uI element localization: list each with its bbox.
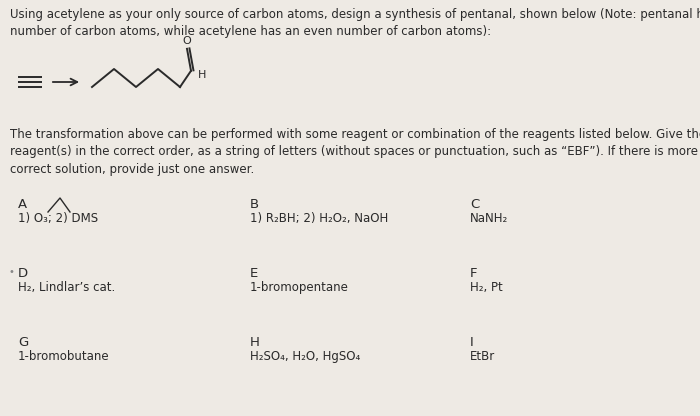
Text: I: I — [470, 336, 474, 349]
Text: H: H — [250, 336, 260, 349]
Text: D: D — [18, 267, 28, 280]
Text: B: B — [250, 198, 259, 211]
Text: •: • — [8, 267, 14, 277]
Text: 1-bromopentane: 1-bromopentane — [250, 281, 349, 294]
Text: NaNH₂: NaNH₂ — [470, 212, 508, 225]
Text: EtBr: EtBr — [470, 350, 496, 363]
Text: Using acetylene as your only source of carbon atoms, design a synthesis of penta: Using acetylene as your only source of c… — [10, 8, 700, 39]
Text: O: O — [183, 36, 191, 46]
Text: 1-bromobutane: 1-bromobutane — [18, 350, 110, 363]
Text: 1) R₂BH; 2) H₂O₂, NaOH: 1) R₂BH; 2) H₂O₂, NaOH — [250, 212, 388, 225]
Text: A: A — [18, 198, 27, 211]
Text: H: H — [198, 70, 206, 80]
Text: H₂, Pt: H₂, Pt — [470, 281, 503, 294]
Text: H₂, Lindlar’s cat.: H₂, Lindlar’s cat. — [18, 281, 116, 294]
Text: The transformation above can be performed with some reagent or combination of th: The transformation above can be performe… — [10, 128, 700, 176]
Text: G: G — [18, 336, 28, 349]
Text: H₂SO₄, H₂O, HgSO₄: H₂SO₄, H₂O, HgSO₄ — [250, 350, 360, 363]
Text: E: E — [250, 267, 258, 280]
Text: F: F — [470, 267, 477, 280]
Text: C: C — [470, 198, 480, 211]
Text: 1) O₃; 2) DMS: 1) O₃; 2) DMS — [18, 212, 98, 225]
